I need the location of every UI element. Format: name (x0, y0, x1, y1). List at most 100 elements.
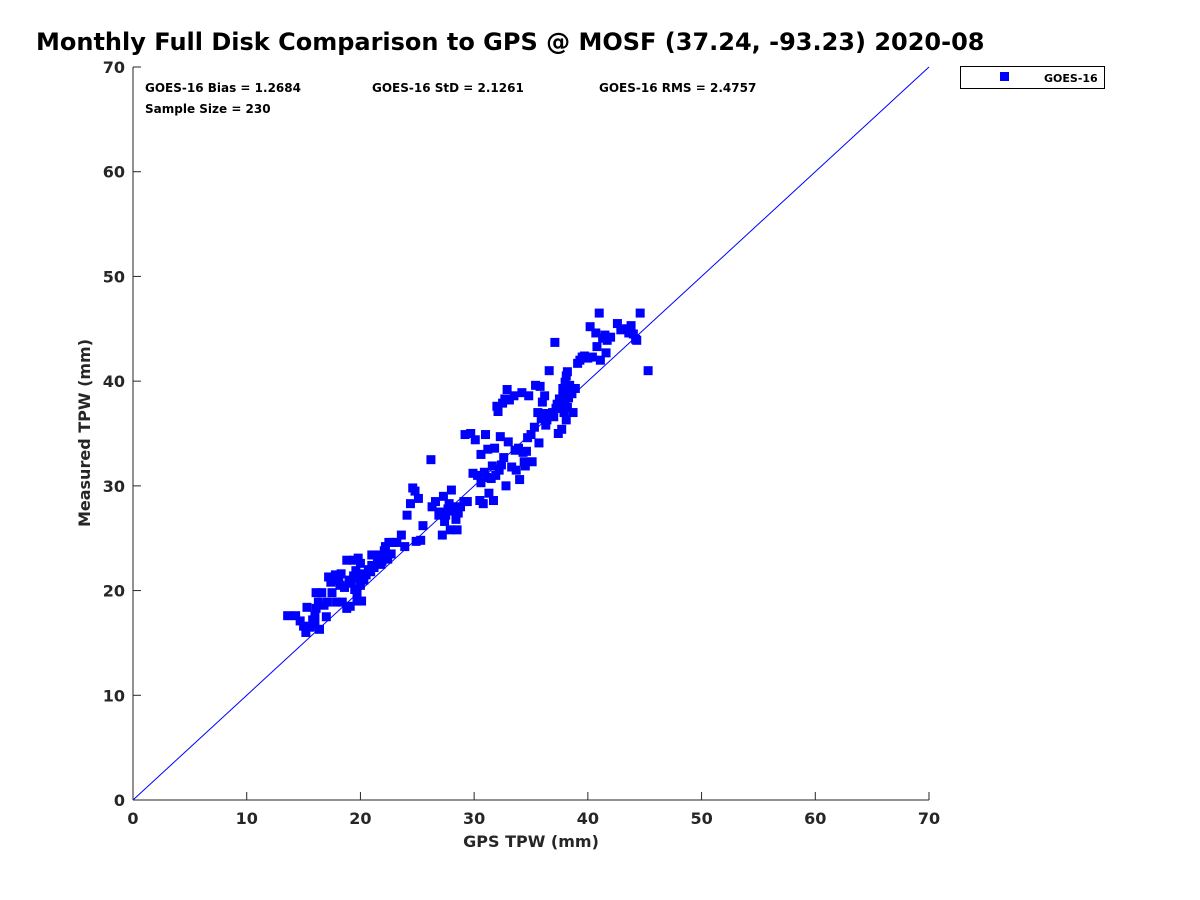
legend-label: GOES-16 (1044, 72, 1098, 85)
data-point (427, 502, 437, 512)
data-point (481, 430, 491, 440)
data-point (484, 488, 494, 498)
data-point (335, 580, 345, 590)
data-point (295, 616, 305, 626)
legend: GOES-16 (960, 66, 1105, 89)
data-point (413, 493, 423, 503)
data-point (452, 525, 462, 535)
y-tick-label: 70 (103, 58, 125, 77)
data-point (483, 444, 493, 454)
data-point (405, 499, 415, 509)
stat-sample-size: Sample Size = 230 (145, 102, 271, 116)
data-point (367, 550, 377, 560)
data-point (302, 602, 312, 612)
data-point (557, 424, 567, 434)
data-point (476, 478, 486, 488)
data-point (531, 380, 541, 390)
data-point (332, 597, 342, 607)
y-tick-label: 40 (103, 372, 125, 391)
data-point (392, 537, 402, 547)
data-point (369, 563, 379, 573)
x-tick-label: 0 (127, 809, 138, 828)
axes-layer: 0 10 20 30 40 50 60 70 0 10 20 30 40 50 60 70 (103, 58, 940, 828)
data-point (594, 308, 604, 318)
data-point (539, 409, 549, 419)
data-point (567, 389, 577, 399)
stat-std: GOES-16 StD = 2.1261 (372, 81, 524, 95)
data-point (451, 514, 461, 524)
data-point (340, 582, 350, 592)
data-point (558, 391, 568, 401)
data-point (495, 432, 505, 442)
data-point (558, 383, 568, 393)
data-point (334, 575, 344, 585)
data-point (317, 588, 327, 598)
data-point (352, 596, 362, 606)
data-point (504, 395, 514, 405)
legend-marker (1000, 72, 1009, 81)
data-point (537, 397, 547, 407)
data-point (499, 453, 509, 463)
data-point (493, 407, 503, 417)
y-tick-label: 10 (103, 686, 125, 705)
data-point (336, 569, 346, 579)
data-point (299, 621, 309, 631)
data-point (342, 555, 352, 565)
data-point (321, 612, 331, 622)
data-point (616, 325, 626, 335)
data-point (402, 510, 412, 520)
data-point (478, 499, 488, 509)
data-point (509, 391, 519, 401)
legend-box (960, 66, 1105, 89)
y-tick-label: 60 (103, 163, 125, 182)
x-axis-label: GPS TPW (mm) (463, 832, 599, 851)
data-point (438, 491, 448, 501)
data-point (501, 481, 511, 491)
data-point (536, 414, 546, 424)
stat-rms: GOES-16 RMS = 2.4757 (599, 81, 756, 95)
data-point (491, 470, 501, 480)
data-point (324, 572, 334, 582)
data-point (361, 570, 371, 580)
data-point (585, 322, 595, 332)
data-point (562, 367, 572, 377)
chart-title: Monthly Full Disk Comparison to GPS @ MO… (36, 28, 985, 56)
data-point (349, 555, 359, 565)
x-tick-label: 20 (349, 809, 371, 828)
data-point (606, 332, 616, 342)
data-point (355, 558, 365, 568)
data-point (486, 474, 496, 484)
data-point (435, 507, 445, 517)
data-point (626, 321, 636, 331)
data-point (446, 485, 456, 495)
data-point (441, 510, 451, 520)
data-point (377, 556, 387, 566)
data-point (330, 570, 340, 580)
data-point (544, 366, 554, 376)
data-point (440, 516, 450, 526)
data-point (587, 352, 597, 362)
data-point (583, 353, 593, 363)
data-point (479, 467, 489, 477)
data-point (643, 366, 653, 376)
data-point (533, 408, 543, 418)
data-point (487, 461, 497, 471)
data-point (383, 554, 393, 564)
data-point (466, 429, 476, 438)
data-point (549, 412, 559, 422)
data-point (534, 438, 544, 448)
data-point (595, 355, 605, 365)
data-point (520, 461, 530, 471)
x-tick-label: 60 (804, 809, 826, 828)
data-point (624, 328, 634, 338)
data-point (337, 597, 347, 607)
data-point (305, 622, 315, 632)
data-point (494, 465, 504, 475)
data-point (535, 381, 545, 391)
data-point (453, 508, 463, 518)
data-point (529, 422, 539, 432)
data-point (314, 624, 324, 634)
data-point (541, 420, 551, 430)
data-point (283, 611, 293, 621)
